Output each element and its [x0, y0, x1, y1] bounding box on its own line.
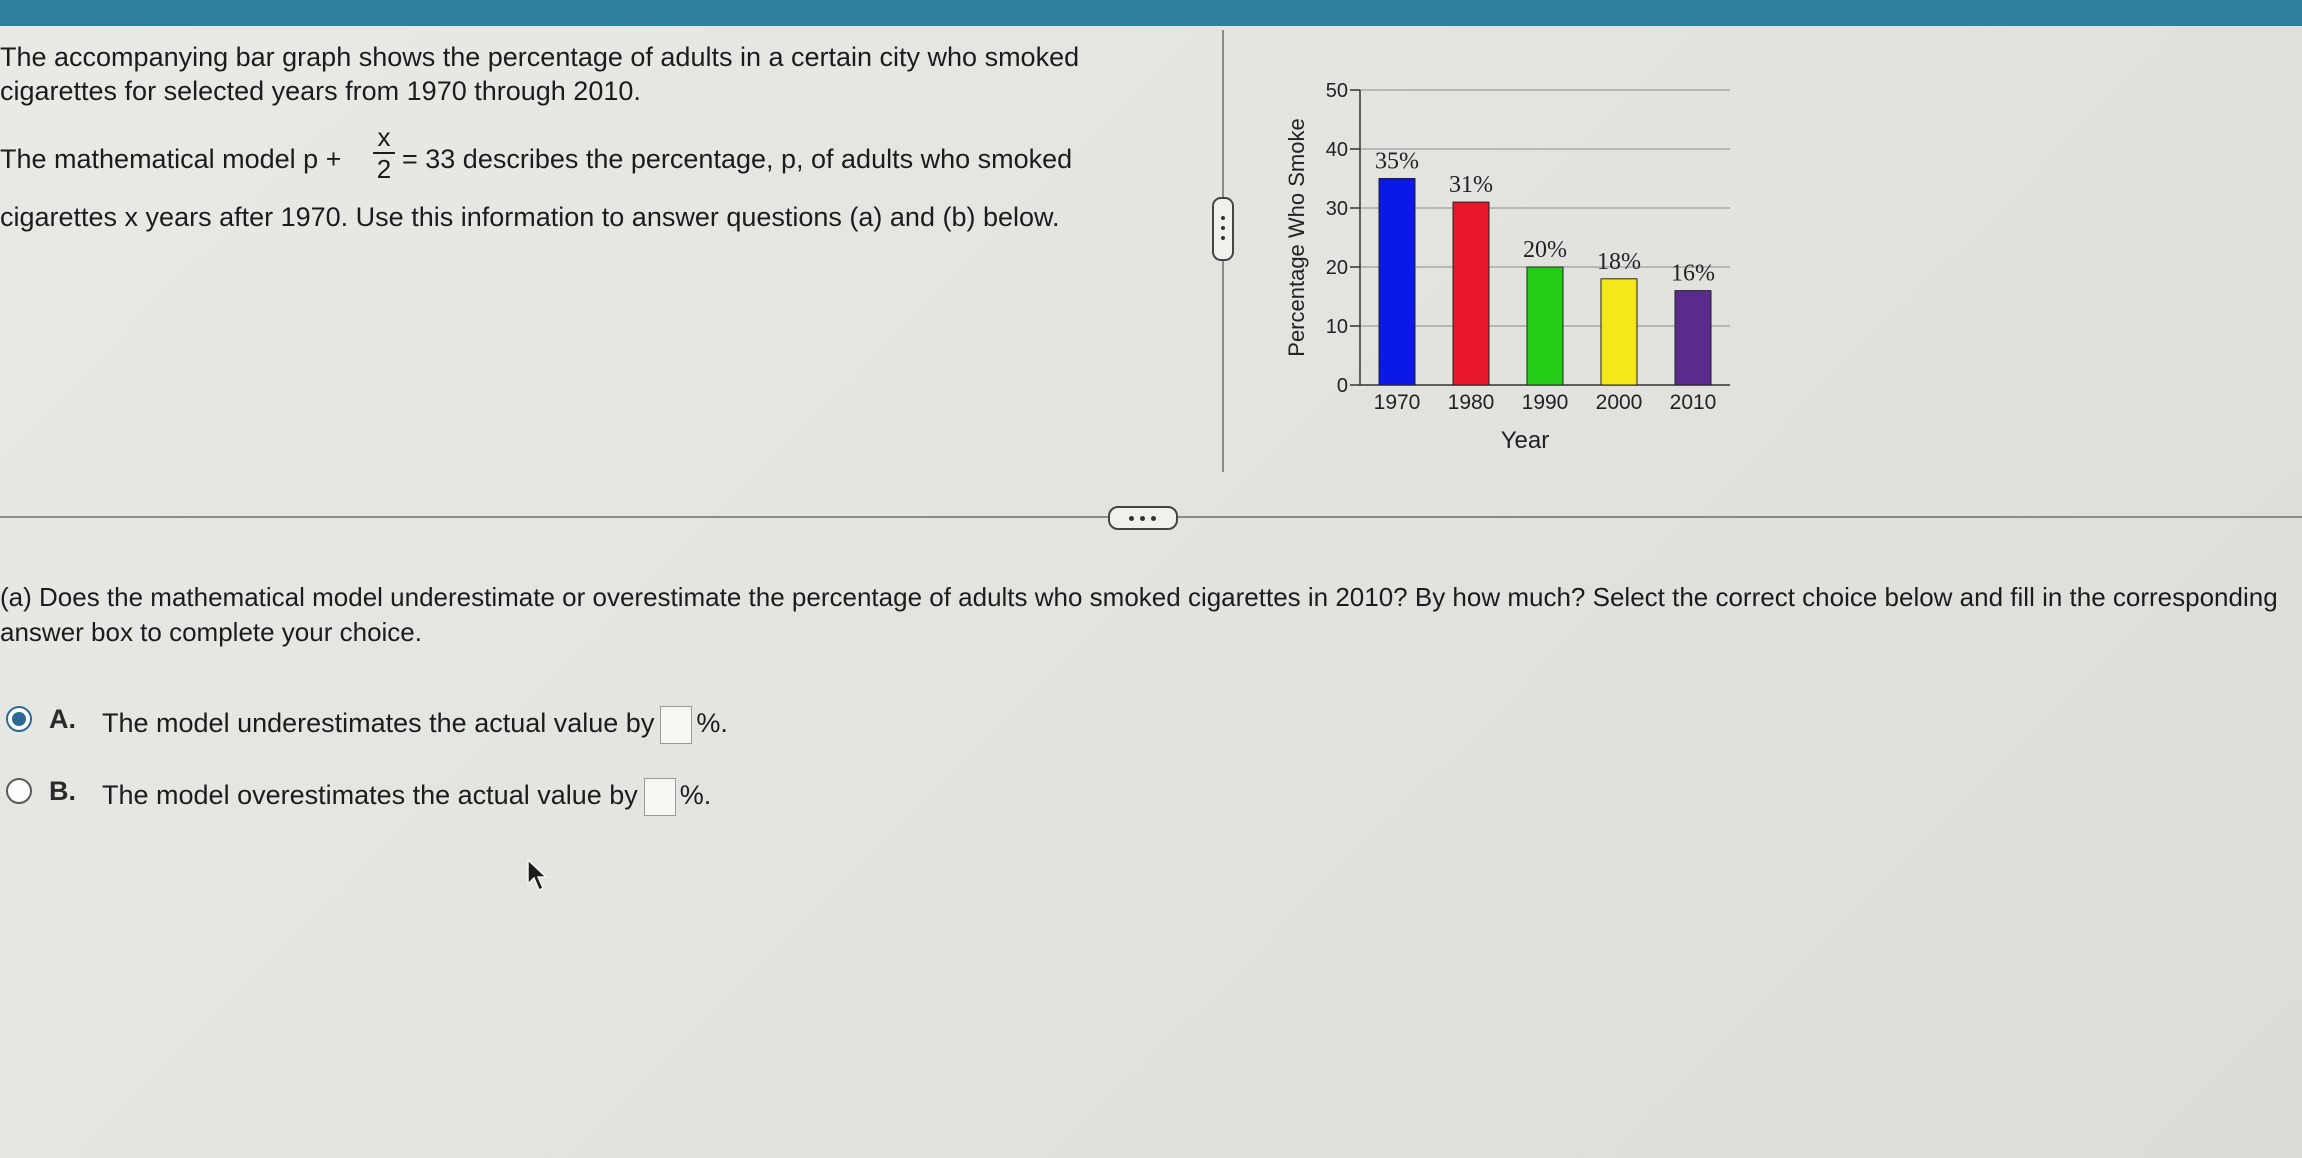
y-tick-label: 20 — [1326, 257, 1348, 279]
horizontal-resize-handle[interactable] — [1108, 506, 1178, 530]
fraction-bar — [373, 152, 395, 154]
model-prefix: The mathematical model p + — [0, 144, 342, 174]
question-a-text: (a) Does the mathematical model underest… — [0, 582, 2278, 647]
vertical-resize-handle[interactable] — [1212, 197, 1234, 261]
model-fraction: x 2 — [372, 122, 396, 184]
choice-a-letter: A. — [49, 704, 76, 734]
y-axis-label: Percentage Who Smoke — [1284, 118, 1309, 356]
bar — [1378, 178, 1416, 386]
page-background — [0, 26, 2302, 1158]
bar-value-label: 31% — [1449, 172, 1493, 198]
x-tick-label: 2000 — [1596, 391, 1643, 414]
top-bar — [0, 0, 2302, 26]
bar-value-label: 35% — [1375, 149, 1419, 175]
x-tick-label: 1970 — [1374, 391, 1421, 414]
bar — [1674, 290, 1712, 386]
bar — [1452, 201, 1490, 386]
x-tick-label: 1990 — [1522, 391, 1569, 414]
bar — [1526, 266, 1564, 386]
choice-b-radio[interactable] — [6, 778, 32, 804]
choice-b-text: The model overestimates the actual value… — [102, 780, 638, 811]
choice-a-suffix: %. — [696, 708, 728, 739]
intro-line-1: The accompanying bar graph shows the per… — [0, 42, 1080, 72]
x-tick-label: 2010 — [1670, 391, 1717, 414]
intro-line-3: cigarettes x years after 1970. Use this … — [0, 202, 1060, 232]
x-axis-label: Year — [1501, 427, 1550, 454]
choice-b-suffix: %. — [679, 780, 712, 811]
bar-value-label: 18% — [1597, 249, 1641, 275]
model-equation-line: The mathematical model p + x 2 = 33 desc… — [0, 118, 1180, 184]
fraction-denominator: 2 — [376, 154, 392, 184]
choice-a-text: The model underestimates the actual valu… — [102, 708, 655, 739]
bar — [1600, 278, 1638, 386]
handle-dot — [1221, 216, 1225, 220]
choice-b[interactable]: B. The model overestimates the actual va… — [6, 774, 906, 816]
choice-b-text-wrap: The model overestimates the actual value… — [102, 778, 711, 816]
mouse-pointer-icon — [527, 858, 548, 892]
choice-a[interactable]: A. The model underestimates the actual v… — [6, 702, 906, 744]
handle-dot — [1221, 226, 1225, 230]
handle-dot — [1140, 516, 1145, 521]
choice-a-answer-box[interactable] — [660, 706, 693, 744]
y-tick-label: 50 — [1326, 80, 1348, 102]
y-tick-label: 0 — [1337, 375, 1348, 397]
y-tick-label: 10 — [1326, 316, 1348, 338]
problem-intro: The accompanying bar graph shows the per… — [0, 40, 1180, 108]
handle-dot — [1221, 236, 1225, 240]
handle-dot — [1151, 516, 1156, 521]
bar-value-label: 20% — [1523, 237, 1567, 263]
y-tick-label: 40 — [1326, 139, 1348, 161]
handle-dot — [1129, 516, 1134, 521]
choice-b-letter: B. — [49, 776, 76, 806]
model-suffix: = 33 describes the percentage, p, of adu… — [402, 144, 1073, 174]
choice-b-answer-box[interactable] — [643, 778, 676, 816]
choice-a-text-wrap: The model underestimates the actual valu… — [102, 706, 728, 744]
bar-value-label: 16% — [1671, 261, 1715, 287]
y-tick-label: 30 — [1326, 198, 1348, 220]
fraction-numerator: x — [377, 122, 391, 152]
smoking-bar-chart: 0 10 20 30 40 50 35% 1970 31% 1980 20% 1990 18% 2000 1… — [1284, 80, 1730, 454]
x-tick-label: 1980 — [1448, 391, 1495, 414]
intro-line-2: cigarettes for selected years from 1970 … — [0, 76, 641, 106]
choice-a-radio[interactable] — [6, 706, 32, 732]
